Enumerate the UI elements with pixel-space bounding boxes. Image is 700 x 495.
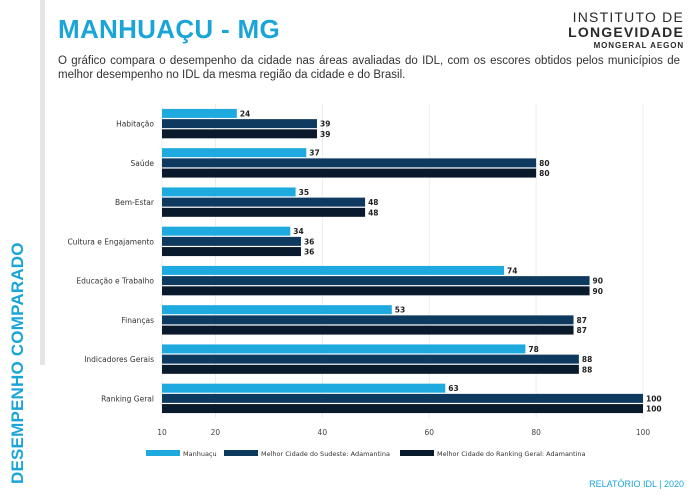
- data-label: 90: [593, 277, 603, 286]
- category-label: Educação e Trabalho: [76, 277, 154, 286]
- data-label: 35: [299, 188, 309, 197]
- bar: [162, 129, 317, 139]
- logo-line-1: INSTITUTO DE: [572, 9, 684, 25]
- data-label: 87: [577, 326, 587, 335]
- category-label: Habitação: [116, 120, 154, 129]
- bar: [162, 286, 590, 296]
- legend-swatch: [224, 450, 258, 456]
- data-label: 88: [582, 355, 592, 364]
- bar: [162, 236, 301, 246]
- x-tick-label: 10: [157, 428, 167, 437]
- data-label: 100: [646, 394, 662, 403]
- bar: [162, 158, 537, 168]
- category-label: Cultura e Engajamento: [67, 237, 154, 246]
- data-label: 90: [593, 287, 603, 296]
- bar-chart: Habitação243939Saúde378080Bem-Estar35484…: [67, 104, 662, 458]
- chart-description: O gráfico compara o desempenho da cidade…: [58, 55, 680, 81]
- data-label: 80: [539, 169, 549, 178]
- bar: [162, 354, 579, 364]
- data-label: 36: [304, 237, 314, 246]
- bar: [162, 148, 307, 158]
- data-label: 36: [304, 248, 314, 257]
- category-label: Saúde: [131, 159, 155, 168]
- bar: [162, 187, 296, 197]
- data-label: 63: [448, 384, 458, 393]
- data-label: 80: [539, 159, 549, 168]
- legend-swatch: [400, 450, 434, 456]
- data-label: 37: [309, 149, 319, 158]
- footer-report: RELATÓRIO IDL | 2020: [589, 479, 684, 489]
- data-label: 100: [646, 405, 662, 414]
- sidebar-title: DESEMPENHO COMPARADO: [8, 242, 27, 484]
- bar: [162, 383, 446, 393]
- legend-label: Melhor Cidade do Ranking Geral: Adamanti…: [437, 450, 586, 458]
- bar: [162, 247, 301, 257]
- x-tick-label: 80: [531, 428, 541, 437]
- bar: [162, 226, 291, 236]
- category-label: Finanças: [121, 316, 154, 325]
- bar: [162, 325, 574, 335]
- x-tick-label: 20: [211, 428, 221, 437]
- category-label: Ranking Geral: [101, 394, 154, 403]
- data-label: 48: [368, 208, 378, 217]
- bar: [162, 108, 237, 118]
- data-label: 39: [320, 130, 330, 139]
- page-title: MANHUAÇU - MG: [58, 14, 280, 44]
- bar: [162, 364, 579, 374]
- data-label: 87: [577, 316, 587, 325]
- data-label: 74: [507, 266, 517, 275]
- data-label: 48: [368, 198, 378, 207]
- x-tick-label: 40: [318, 428, 328, 437]
- bar: [162, 344, 526, 354]
- legend-label: Melhor Cidade do Sudeste: Adamantina: [261, 450, 390, 458]
- bar: [162, 404, 643, 414]
- logo-line-2: LONGEVIDADE: [568, 24, 684, 40]
- bar: [162, 305, 392, 315]
- bar: [162, 276, 590, 286]
- chart-container: Habitação 24 39 39 Saúde 37 80 80 Bem-Estar 35 48 4…: [58, 100, 688, 475]
- bar: [162, 393, 643, 403]
- bar: [162, 207, 366, 217]
- legend-label: Manhuaçu: [183, 450, 217, 458]
- x-tick-label: 60: [424, 428, 434, 437]
- category-label: Bem-Estar: [115, 198, 155, 207]
- logo: INSTITUTO DE LONGEVIDADE MONGERAL AEGON: [568, 10, 684, 50]
- data-label: 34: [293, 227, 303, 236]
- bar: [162, 197, 366, 207]
- logo-line-3: MONGERAL AEGON: [593, 41, 684, 50]
- data-label: 78: [528, 345, 538, 354]
- bar: [162, 265, 505, 275]
- bar: [162, 168, 537, 178]
- data-label: 24: [240, 109, 250, 118]
- data-label: 88: [582, 365, 592, 374]
- bar: [162, 315, 574, 325]
- data-label: 39: [320, 120, 330, 129]
- data-label: 53: [395, 306, 405, 315]
- x-tick-label: 100: [636, 428, 651, 437]
- sidebar-divider: [40, 0, 45, 365]
- category-label: Indicadores Gerais: [84, 355, 154, 364]
- bar: [162, 119, 317, 129]
- legend-swatch: [146, 450, 180, 456]
